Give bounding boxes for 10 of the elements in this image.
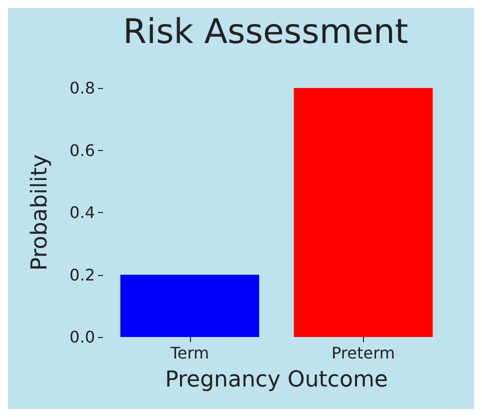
y-tick-label: 0.8 (70, 78, 95, 98)
y-tick-label: 0.2 (70, 265, 95, 284)
x-axis-title: Pregnancy Outcome (165, 368, 388, 392)
y-axis-title: Probability (28, 154, 52, 271)
y-tick-label: 0.0 (70, 328, 95, 346)
chart-title: Risk Assessment (123, 12, 408, 52)
x-tick-label: Term (169, 344, 210, 362)
y-tick-label: 0.4 (70, 203, 95, 222)
y-tick-label: 0.6 (70, 140, 95, 160)
x-tick-label: Preterm (332, 344, 395, 362)
